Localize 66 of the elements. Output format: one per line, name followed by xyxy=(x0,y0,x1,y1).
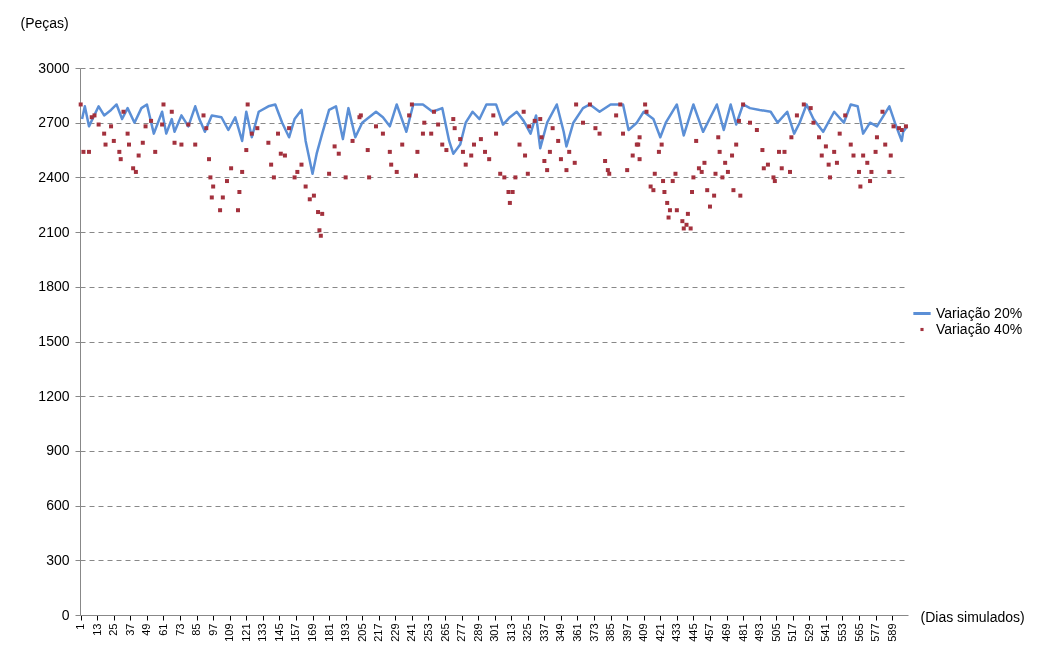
x-tick-label: 445 xyxy=(686,623,699,642)
x-tick-label: 265 xyxy=(438,623,451,642)
y-axis-title: (Peças) xyxy=(20,14,69,31)
x-tick-label: 301 xyxy=(488,623,501,642)
x-tick-label: 253 xyxy=(421,623,434,642)
x-tick-label: 433 xyxy=(670,623,683,642)
x-tick-label: 205 xyxy=(355,623,368,642)
x-tick-label: 577 xyxy=(869,623,882,642)
x-tick-label: 385 xyxy=(604,623,617,642)
x-tick-label: 589 xyxy=(885,623,898,642)
y-tick-label: 300 xyxy=(46,551,70,568)
y-tick-label: 1200 xyxy=(38,387,70,404)
x-tick-label: 97 xyxy=(206,623,219,636)
x-tick-label: 361 xyxy=(570,623,583,642)
x-tick-label: 61 xyxy=(156,623,169,636)
x-tick-label: 565 xyxy=(852,623,865,642)
x-tick-label: 145 xyxy=(272,623,285,642)
y-tick-label: 0 xyxy=(61,606,70,623)
x-tick-label: 193 xyxy=(339,623,352,642)
x-tick-label: 241 xyxy=(405,623,418,642)
x-tick-label: 169 xyxy=(306,623,319,642)
x-tick-label: 505 xyxy=(769,623,782,642)
x-tick-label: 13 xyxy=(90,623,103,636)
x-tick-label: 457 xyxy=(703,623,716,642)
y-tick-label: 2100 xyxy=(38,223,70,240)
x-tick-label: 73 xyxy=(173,623,186,636)
y-tick-label: 2400 xyxy=(38,168,70,185)
x-tick-label: 529 xyxy=(802,623,815,642)
x-tick-label: 541 xyxy=(819,623,832,642)
x-tick-label: 397 xyxy=(620,623,633,642)
legend-label: Variação 40% xyxy=(936,320,1023,337)
y-tick-label: 1500 xyxy=(38,333,70,349)
x-tick-label: 349 xyxy=(554,623,567,642)
x-tick-label: 277 xyxy=(455,623,468,642)
x-tick-label: 517 xyxy=(786,623,799,642)
line-series xyxy=(80,103,909,175)
y-tick-label: 1800 xyxy=(38,278,70,295)
x-tick-label: 217 xyxy=(372,623,385,642)
x-tick-label: 181 xyxy=(322,623,335,642)
x-tick-label: 481 xyxy=(736,623,749,642)
x-tick-label: 493 xyxy=(753,623,766,642)
y-tick-label: 3000 xyxy=(38,59,70,76)
x-tick-label: 469 xyxy=(720,623,733,642)
x-tick-label: 1 xyxy=(74,623,87,630)
x-tick-label: 337 xyxy=(537,623,550,642)
x-tick-label: 49 xyxy=(140,623,153,636)
y-tick-label: 2700 xyxy=(38,114,70,131)
x-tick-label: 85 xyxy=(190,623,203,636)
y-tick-label: 900 xyxy=(46,442,70,459)
x-tick-label: 289 xyxy=(471,623,484,642)
legend-label: Variação 20% xyxy=(936,304,1023,321)
y-tick-label: 600 xyxy=(46,497,70,514)
x-tick-label: 229 xyxy=(388,623,401,642)
x-tick-label: 421 xyxy=(653,623,666,642)
x-tick-label: 121 xyxy=(239,623,252,642)
x-tick-label: 313 xyxy=(504,623,517,642)
x-tick-label: 409 xyxy=(637,623,650,642)
x-tick-label: 553 xyxy=(835,623,848,642)
x-tick-label: 133 xyxy=(256,623,269,642)
x-tick-label: 157 xyxy=(289,623,302,642)
x-tick-label: 373 xyxy=(587,623,600,642)
x-tick-label: 25 xyxy=(107,623,120,636)
x-axis-title: (Dias simulados) xyxy=(920,608,1025,625)
x-tick-label: 37 xyxy=(123,623,136,636)
x-tick-label: 325 xyxy=(521,623,534,642)
x-tick-label: 109 xyxy=(223,623,236,642)
